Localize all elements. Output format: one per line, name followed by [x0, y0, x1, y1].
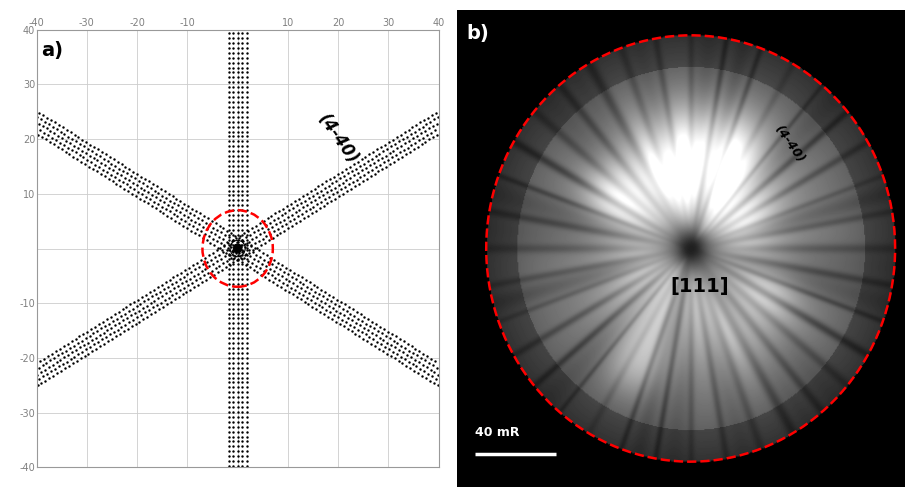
Text: b): b) [466, 24, 489, 43]
Text: 40 mR: 40 mR [475, 426, 519, 439]
Circle shape [234, 244, 241, 253]
Text: (4-40): (4-40) [314, 111, 362, 167]
Text: a): a) [41, 41, 64, 60]
Text: (4-40): (4-40) [771, 122, 807, 165]
Text: [111]: [111] [670, 277, 729, 296]
